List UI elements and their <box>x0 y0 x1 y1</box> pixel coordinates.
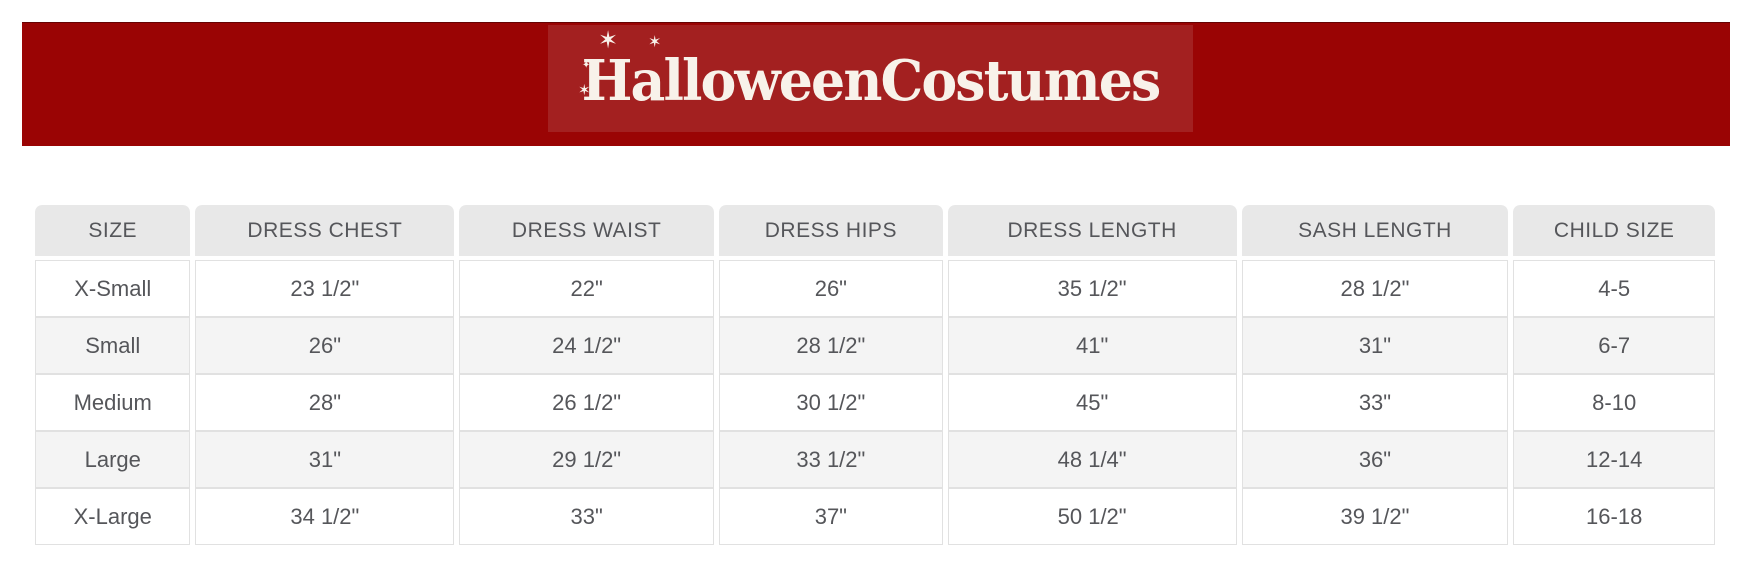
table-row-small: Small 26" 24 1/2" 28 1/2" 41" 31" 6-7 <box>35 317 1715 374</box>
cell-sash-length: 28 1/2" <box>1241 260 1509 317</box>
cell-dress-hips: 28 1/2" <box>719 317 943 374</box>
cell-sash-length: 31" <box>1241 317 1509 374</box>
column-header-sash-length: SASH LENGTH <box>1241 205 1509 260</box>
cell-sash-length: 36" <box>1241 431 1509 488</box>
cell-size: X-Large <box>35 488 191 545</box>
star-icon: ✶ <box>578 82 591 99</box>
site-logo[interactable]: ✶ ✶ ✦ ✶ ✦ HalloweenCostumes <box>548 25 1193 132</box>
column-header-dress-length: DRESS LENGTH <box>947 205 1237 260</box>
cell-dress-hips: 37" <box>719 488 943 545</box>
cell-dress-length: 48 1/4" <box>947 431 1237 488</box>
cell-size: Small <box>35 317 191 374</box>
column-header-child-size: CHILD SIZE <box>1513 205 1715 260</box>
cell-size: X-Small <box>35 260 191 317</box>
table-row-medium: Medium 28" 26 1/2" 30 1/2" 45" 33" 8-10 <box>35 374 1715 431</box>
size-chart-table: SIZE DRESS CHEST DRESS WAIST DRESS HIPS … <box>30 205 1720 545</box>
sparkle-icon: ✦ <box>582 60 591 71</box>
cell-dress-chest: 26" <box>195 317 455 374</box>
star-icon: ✶ <box>598 27 619 54</box>
cell-dress-waist: 22" <box>459 260 715 317</box>
size-chart-section: SIZE DRESS CHEST DRESS WAIST DRESS HIPS … <box>30 205 1720 545</box>
cell-dress-length: 41" <box>947 317 1237 374</box>
cell-dress-length: 35 1/2" <box>947 260 1237 317</box>
cell-dress-chest: 23 1/2" <box>195 260 455 317</box>
cell-dress-length: 45" <box>947 374 1237 431</box>
cell-child-size: 16-18 <box>1513 488 1715 545</box>
cell-dress-hips: 26" <box>719 260 943 317</box>
column-header-dress-chest: DRESS CHEST <box>195 205 455 260</box>
cell-size: Medium <box>35 374 191 431</box>
column-header-dress-waist: DRESS WAIST <box>459 205 715 260</box>
cell-dress-hips: 30 1/2" <box>719 374 943 431</box>
cell-child-size: 8-10 <box>1513 374 1715 431</box>
cell-dress-chest: 34 1/2" <box>195 488 455 545</box>
cell-child-size: 6-7 <box>1513 317 1715 374</box>
cell-size: Large <box>35 431 191 488</box>
sparkle-icon: ✦ <box>672 58 680 68</box>
star-icon: ✶ <box>648 34 662 51</box>
cell-dress-hips: 33 1/2" <box>719 431 943 488</box>
cell-sash-length: 33" <box>1241 374 1509 431</box>
cell-dress-length: 50 1/2" <box>947 488 1237 545</box>
column-header-size: SIZE <box>35 205 191 260</box>
cell-dress-waist: 29 1/2" <box>459 431 715 488</box>
cell-child-size: 12-14 <box>1513 431 1715 488</box>
site-banner: ✶ ✶ ✦ ✶ ✦ HalloweenCostumes <box>22 22 1730 146</box>
site-logo-text: HalloweenCostumes <box>581 48 1162 114</box>
table-row-x-large: X-Large 34 1/2" 33" 37" 50 1/2" 39 1/2" … <box>35 488 1715 545</box>
cell-child-size: 4-5 <box>1513 260 1715 317</box>
cell-dress-waist: 24 1/2" <box>459 317 715 374</box>
table-row-large: Large 31" 29 1/2" 33 1/2" 48 1/4" 36" 12… <box>35 431 1715 488</box>
cell-dress-waist: 33" <box>459 488 715 545</box>
header-row: SIZE DRESS CHEST DRESS WAIST DRESS HIPS … <box>35 205 1715 260</box>
cell-dress-waist: 26 1/2" <box>459 374 715 431</box>
cell-dress-chest: 31" <box>195 431 455 488</box>
cell-dress-chest: 28" <box>195 374 455 431</box>
table-row-x-small: X-Small 23 1/2" 22" 26" 35 1/2" 28 1/2" … <box>35 260 1715 317</box>
cell-sash-length: 39 1/2" <box>1241 488 1509 545</box>
column-header-dress-hips: DRESS HIPS <box>719 205 943 260</box>
